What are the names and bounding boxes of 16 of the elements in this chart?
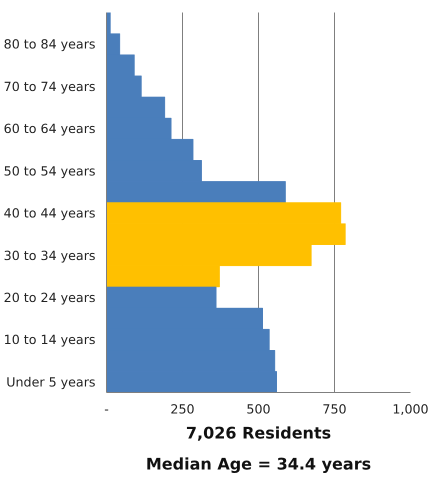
text: Median Age = 34.4 years xyxy=(146,454,372,474)
y-tick-label: 80 to 84 years xyxy=(4,36,96,52)
y-tick-label: Under 5 years xyxy=(6,374,96,390)
x-tick-label: - xyxy=(104,402,109,416)
y-tick-label: 40 to 44 years xyxy=(4,206,96,221)
y-tick-label: 20 to 24 years xyxy=(4,290,96,305)
y-tick-label: 70 to 74 years xyxy=(4,78,96,94)
x-tick-label: 500 xyxy=(246,402,271,416)
text: 7,026 Residents xyxy=(186,424,332,442)
x-tick-label: 750 xyxy=(322,402,347,416)
y-tick-label: 60 to 64 years xyxy=(4,121,96,136)
x-tick-label: 1,000 xyxy=(392,402,429,416)
y-tick-label: 10 to 14 years xyxy=(4,332,96,348)
y-tick-label: 30 to 34 years xyxy=(4,248,96,263)
y-tick-label: 50 to 54 years xyxy=(4,163,96,178)
x-tick-label: 250 xyxy=(170,402,195,416)
